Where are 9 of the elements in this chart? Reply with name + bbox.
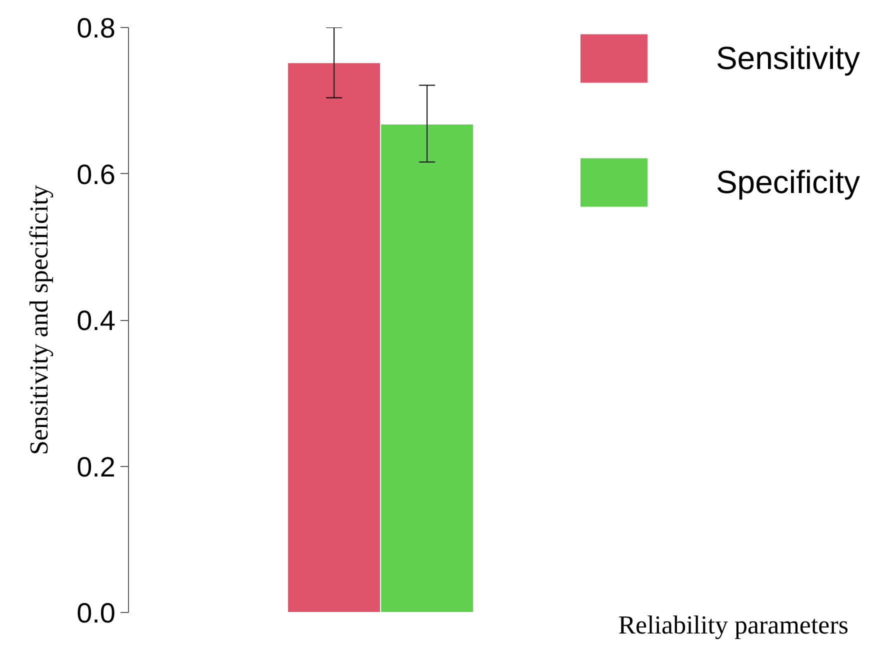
legend-label: Sensitivity [716, 40, 860, 76]
y-axis-title: Sensitivity and specificity [24, 184, 54, 456]
y-tick-label: 0.6 [76, 158, 116, 190]
text: Reliability parameters [618, 610, 849, 640]
legend-label: Specificity [716, 164, 860, 200]
y-tick-label: 0.2 [76, 451, 116, 482]
y-tick-label: 0.0 [76, 598, 116, 628]
y-tick-label: 0.4 [76, 305, 116, 336]
y-tick-label: 0.8 [76, 12, 116, 44]
